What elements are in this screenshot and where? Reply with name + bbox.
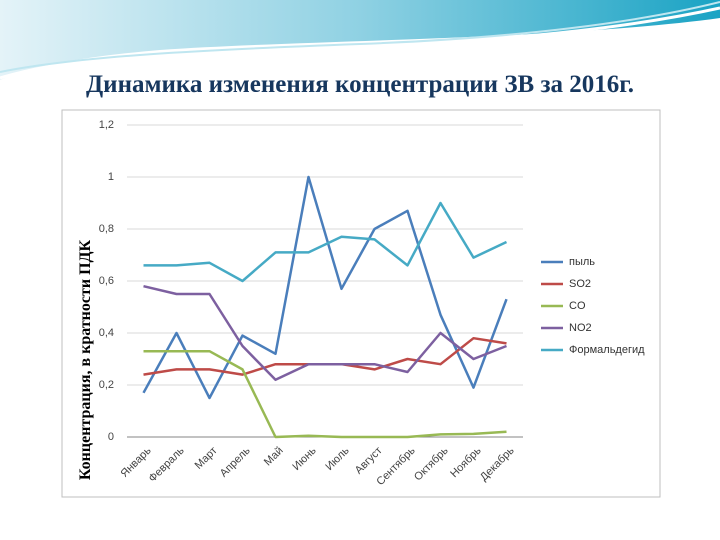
y-tick-label: 0,8 bbox=[99, 223, 114, 235]
y-tick-label: 0,2 bbox=[99, 379, 114, 391]
slide-title: Динамика изменения концентрации ЗВ за 20… bbox=[86, 71, 634, 98]
y-tick-label: 0,6 bbox=[99, 275, 114, 287]
y-tick-label: 0 bbox=[108, 431, 114, 443]
header-wave-line bbox=[0, 1, 720, 73]
y-axis-title: Концентрация, в кратности ПДК bbox=[77, 239, 94, 480]
legend-label: Формальдегид bbox=[569, 344, 645, 356]
y-tick-label: 0,4 bbox=[99, 327, 114, 339]
legend-label: NO2 bbox=[569, 322, 592, 334]
series-line bbox=[143, 201, 508, 283]
chart-frame bbox=[61, 109, 661, 498]
header-wave-line bbox=[0, 6, 720, 80]
series-line bbox=[143, 284, 507, 382]
legend-label: пыль bbox=[569, 256, 595, 268]
y-tick-label: 1 bbox=[108, 171, 114, 183]
series-line bbox=[143, 349, 507, 439]
legend-label: SO2 bbox=[569, 278, 591, 290]
header-wave bbox=[0, 0, 720, 80]
y-tick-label: 1,2 bbox=[99, 119, 114, 131]
series-line bbox=[142, 175, 508, 400]
legend-label: CO bbox=[569, 300, 586, 312]
